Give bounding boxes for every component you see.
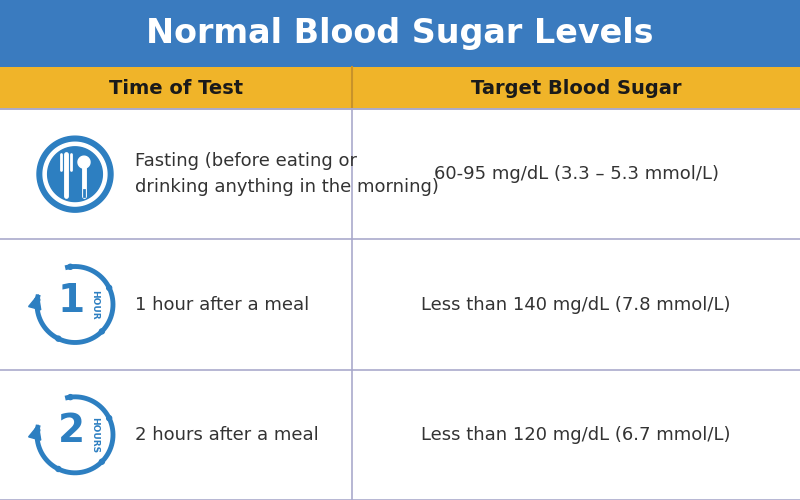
Bar — [0, 0, 800, 67]
Circle shape — [68, 264, 73, 270]
Bar — [0, 67, 800, 109]
Circle shape — [68, 394, 73, 400]
Text: Target Blood Sugar: Target Blood Sugar — [470, 78, 682, 98]
Text: Normal Blood Sugar Levels: Normal Blood Sugar Levels — [146, 17, 654, 50]
Text: Less than 140 mg/dL (7.8 mmol/L): Less than 140 mg/dL (7.8 mmol/L) — [422, 296, 730, 314]
Circle shape — [56, 336, 61, 341]
Polygon shape — [29, 425, 41, 440]
Circle shape — [56, 466, 61, 471]
Circle shape — [106, 286, 112, 290]
Circle shape — [99, 459, 104, 464]
Polygon shape — [48, 147, 102, 202]
Text: HOURS: HOURS — [90, 417, 99, 453]
Circle shape — [106, 416, 112, 420]
Text: Less than 120 mg/dL (6.7 mmol/L): Less than 120 mg/dL (6.7 mmol/L) — [422, 426, 730, 444]
Text: 1 hour after a meal: 1 hour after a meal — [135, 296, 310, 314]
Text: 60-95 mg/dL (3.3 – 5.3 mmol/L): 60-95 mg/dL (3.3 – 5.3 mmol/L) — [434, 165, 718, 183]
Polygon shape — [34, 264, 116, 345]
Text: Time of Test: Time of Test — [109, 78, 243, 98]
Circle shape — [34, 428, 40, 432]
Text: Fasting (before eating or
drinking anything in the morning): Fasting (before eating or drinking anyth… — [135, 152, 439, 196]
Polygon shape — [43, 142, 107, 206]
Polygon shape — [34, 394, 116, 476]
Circle shape — [34, 298, 40, 302]
Polygon shape — [37, 136, 113, 212]
Text: 2 hours after a meal: 2 hours after a meal — [135, 426, 318, 444]
Text: HOUR: HOUR — [90, 290, 99, 320]
Text: 2: 2 — [58, 412, 85, 450]
Circle shape — [99, 329, 104, 334]
Polygon shape — [78, 156, 90, 168]
Polygon shape — [29, 294, 41, 310]
Text: 1: 1 — [58, 282, 85, 320]
